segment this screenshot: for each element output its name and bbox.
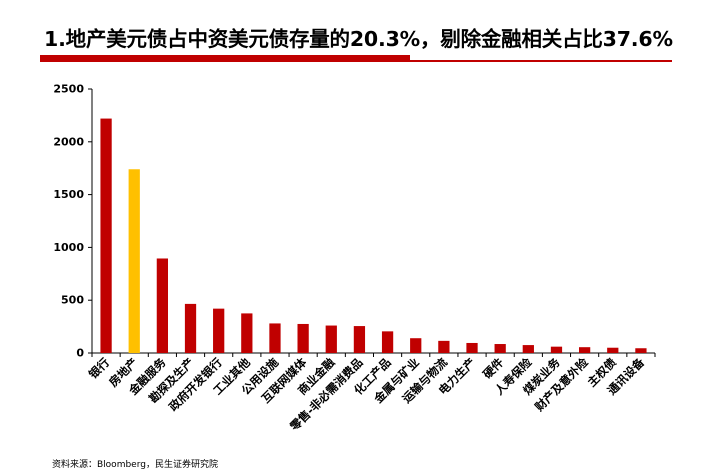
bar xyxy=(156,258,169,353)
bar xyxy=(438,340,450,353)
y-axis: 0 500 1000 1500 2000 2500 xyxy=(53,83,93,360)
y-tick-label: 1500 xyxy=(53,188,84,201)
source-note: 资料来源：Bloomberg，民生证券研究院 xyxy=(52,460,218,470)
y-tick-label: 2000 xyxy=(53,135,84,148)
bar xyxy=(128,169,140,353)
y-tick-label: 0 xyxy=(76,347,84,360)
bar xyxy=(100,118,112,354)
bar xyxy=(466,342,478,353)
bar xyxy=(241,313,253,353)
y-tick-label: 500 xyxy=(61,294,84,307)
bar xyxy=(494,344,506,353)
bar xyxy=(550,346,563,353)
bar xyxy=(578,347,591,353)
bar xyxy=(381,331,394,353)
y-tick-label: 1000 xyxy=(53,241,84,254)
bar xyxy=(635,348,647,353)
bar xyxy=(522,345,534,353)
bar xyxy=(353,326,366,353)
bar xyxy=(410,338,422,353)
bars xyxy=(100,118,647,354)
bar xyxy=(607,347,619,353)
bar xyxy=(269,323,281,353)
title-underline-line xyxy=(410,60,672,62)
bar xyxy=(297,323,309,353)
x-axis xyxy=(91,352,656,357)
x-tick-labels: 银行房地产金融服务勘探及生产政府开发银行工业其他公用设施互联网媒体商业金融零售-… xyxy=(86,355,647,434)
bar xyxy=(213,308,225,353)
y-tick-label: 2500 xyxy=(53,83,84,96)
bar xyxy=(325,325,337,353)
page-title: 1.地产美元债占中资美元债存量的20.3%，剔除金融相关占比37.6% xyxy=(44,27,673,51)
title-underline-bar xyxy=(40,55,410,62)
bar xyxy=(184,303,197,353)
